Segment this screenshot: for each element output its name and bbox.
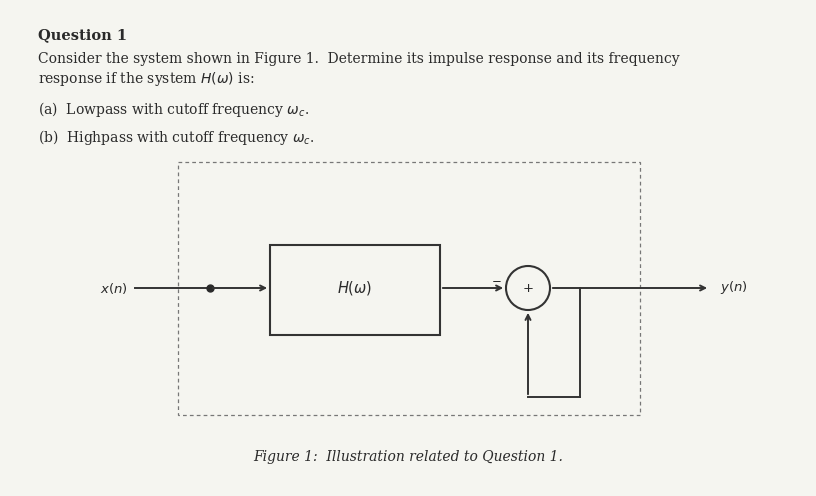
Text: Question 1: Question 1 — [38, 28, 127, 42]
Text: response if the system $H(\omega)$ is:: response if the system $H(\omega)$ is: — [38, 70, 255, 88]
Text: $+$: $+$ — [522, 283, 534, 296]
Text: $x(n)$: $x(n)$ — [100, 281, 128, 296]
Text: $H(\omega)$: $H(\omega)$ — [337, 279, 373, 297]
Text: (a)  Lowpass with cutoff frequency $\omega_c$.: (a) Lowpass with cutoff frequency $\omeg… — [38, 100, 309, 119]
Text: Consider the system shown in Figure 1.  Determine its impulse response and its f: Consider the system shown in Figure 1. D… — [38, 52, 680, 66]
Bar — [270, 245, 440, 335]
Text: Figure 1:  Illustration related to Question 1.: Figure 1: Illustration related to Questi… — [253, 450, 563, 464]
Text: (b)  Highpass with cutoff frequency $\omega_c$.: (b) Highpass with cutoff frequency $\ome… — [38, 128, 314, 147]
Text: $-$: $-$ — [491, 273, 502, 287]
Text: $y(n)$: $y(n)$ — [720, 280, 747, 297]
